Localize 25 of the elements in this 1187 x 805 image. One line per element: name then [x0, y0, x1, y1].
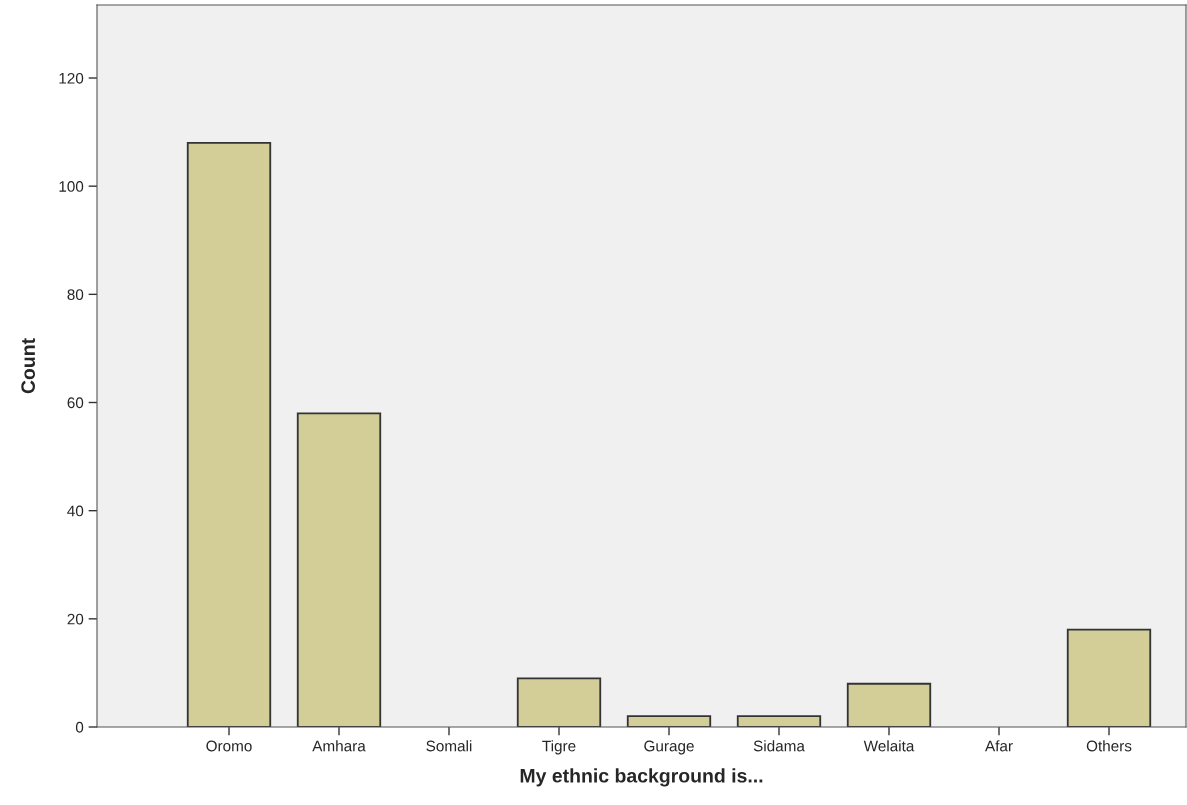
y-tick-label: 40	[67, 505, 84, 517]
x-tick-label: Amhara	[312, 740, 366, 752]
x-tick-label: Oromo	[206, 740, 252, 752]
x-tick-label: Sidama	[753, 740, 805, 752]
bar	[186, 142, 272, 727]
y-axis-title: Count	[21, 338, 36, 394]
y-tick-label: 100	[59, 181, 84, 192]
y-tick-label: 20	[67, 613, 84, 625]
x-tick-label: Afar	[985, 740, 1013, 752]
y-tick-label: 0	[75, 721, 84, 733]
x-tick-label: Others	[1086, 740, 1132, 752]
y-tick-label: 120	[59, 72, 84, 84]
bar	[736, 715, 822, 727]
bar	[846, 682, 932, 727]
x-tick-label: Gurage	[644, 740, 694, 755]
bar	[296, 412, 382, 727]
y-tick-label: 80	[67, 289, 84, 301]
x-axis-title: My ethnic background is...	[520, 768, 763, 787]
x-tick-label: Welaita	[863, 740, 915, 752]
bar	[516, 677, 602, 727]
bar	[1066, 628, 1152, 727]
y-tick-label: 60	[67, 397, 84, 409]
x-tick-label: Tigre	[542, 740, 576, 755]
bar	[626, 715, 712, 727]
x-tick-label: Somali	[426, 740, 472, 752]
